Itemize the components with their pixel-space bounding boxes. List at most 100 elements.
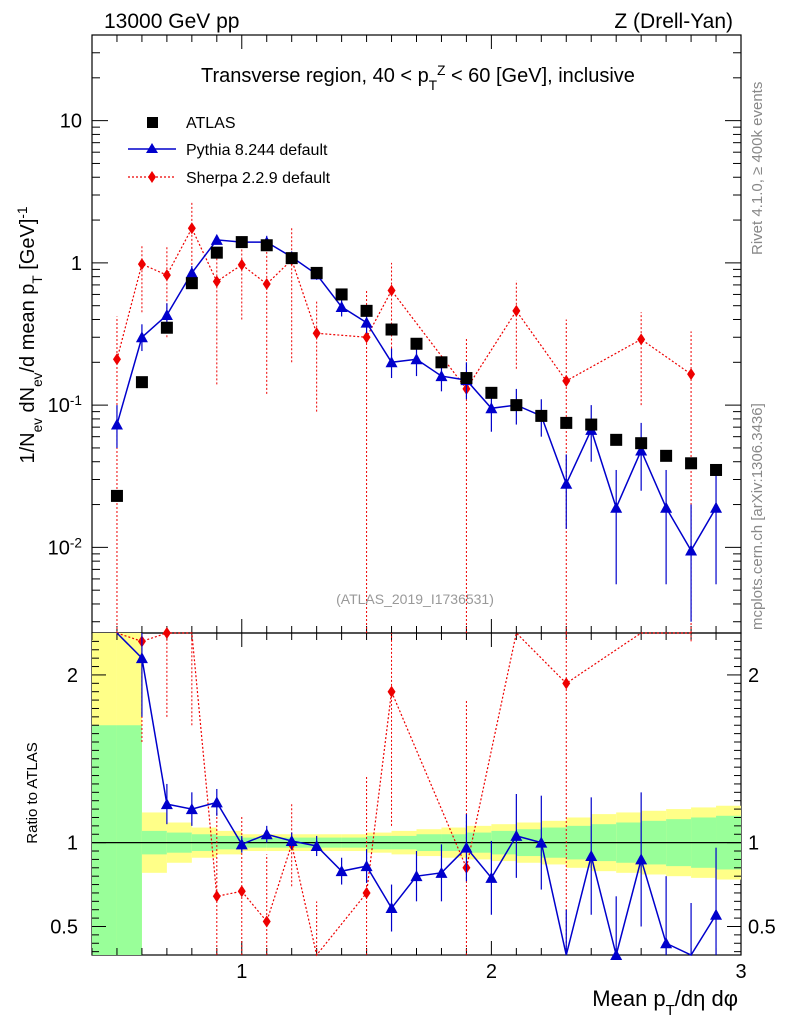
sherpa-point: [387, 284, 396, 297]
sherpa-line: [116, 226, 692, 390]
pythia-point: [610, 501, 623, 513]
pythia-ratio-point: [160, 798, 173, 810]
pythia-point: [185, 266, 198, 278]
atlas-point: [485, 386, 498, 399]
atlas-point: [360, 304, 373, 317]
rivet-version-label: Rivet 4.1.0, ≥ 400k events: [749, 82, 766, 255]
ratio-tick-label-right: 0.5: [748, 916, 776, 938]
pythia-point: [710, 501, 723, 513]
header-left: 13000 GeV pp: [104, 10, 239, 33]
pythia-ratio-point: [410, 870, 423, 882]
pythia-point: [485, 402, 498, 414]
axes: 1 2 3 10-2 10-1 1 10 0.5 0.5 1 1 2 2: [48, 34, 776, 983]
sherpa-ratio-point: [262, 915, 271, 928]
legend: ATLAS Pythia 8.244 default Sherpa 2.2.9 …: [128, 115, 331, 187]
pythia-ratio-point: [335, 865, 348, 877]
sherpa-ratio-point: [237, 885, 246, 898]
legend-atlas-marker: [147, 117, 158, 128]
pythia-point: [335, 300, 348, 312]
sherpa-point: [562, 374, 571, 387]
sherpa-ratio-line: [116, 631, 692, 957]
pythia-ratio-point: [510, 829, 523, 841]
pythia-ratio-point: [485, 871, 498, 883]
sherpa-point: [162, 269, 171, 282]
atlas-point: [110, 489, 123, 502]
pythia-ratio-point: [210, 796, 223, 808]
ratio-tick-label-right: 2: [748, 665, 759, 687]
ratio-tick-label: 0.5: [50, 916, 78, 938]
legend-pythia-marker: [146, 143, 158, 153]
plot-title: Transverse region, 40 < pTZ < 60 [GeV], …: [201, 63, 635, 93]
pythia-point: [160, 309, 173, 321]
atlas-point: [710, 463, 723, 476]
mcplots-label: mcplots.cern.ch [arXiv:1306.3436]: [749, 403, 766, 630]
analysis-label: (ATLAS_2019_I1736531): [336, 591, 494, 607]
pythia-point: [660, 501, 673, 513]
pythia-ratio-point: [360, 860, 373, 872]
pythia-point: [385, 356, 398, 368]
y-axis-label: 1/Nev dNev/d mean pT [GeV]-1: [15, 206, 45, 463]
atlas-point: [385, 323, 398, 336]
atlas-point: [210, 246, 223, 259]
sherpa-point: [512, 304, 521, 317]
pythia-ratio-point: [460, 841, 473, 853]
pythia-ratio-point: [535, 836, 548, 848]
atlas-point: [135, 376, 148, 389]
pythia-point: [110, 418, 123, 430]
pythia-point: [135, 331, 148, 343]
pythia-point: [210, 233, 223, 245]
ratio-band-stat: [116, 725, 142, 955]
sherpa-ratio-point: [162, 627, 171, 639]
sherpa-point: [312, 327, 321, 340]
pythia-ratio-point: [235, 838, 248, 850]
pythia-ratio-point: [385, 902, 398, 914]
atlas-point: [260, 239, 273, 252]
y-tick-label: 10-1: [48, 393, 82, 418]
pythia-point: [685, 544, 698, 556]
atlas-point: [585, 418, 598, 431]
y-tick-label: 10: [60, 111, 82, 133]
sherpa-ratio-point: [562, 677, 571, 690]
sherpa-point: [237, 258, 246, 271]
atlas-point: [660, 449, 673, 462]
sherpa-ratio-point: [362, 886, 371, 899]
ratio-y-axis-label: Ratio to ATLAS: [24, 742, 41, 843]
sherpa-point: [187, 222, 196, 235]
ratio-tick-label-right: 1: [748, 833, 759, 855]
sherpa-point: [137, 258, 146, 271]
atlas-point: [510, 399, 523, 412]
x-tick-label: 1: [236, 961, 247, 983]
pythia-ratio-point: [310, 839, 323, 851]
legend-atlas-label: ATLAS: [186, 115, 236, 132]
pythia-ratio-point: [710, 908, 723, 920]
pythia-point: [560, 477, 573, 489]
atlas-point: [635, 437, 648, 450]
pythia-point: [435, 370, 448, 382]
atlas-point: [310, 266, 323, 279]
atlas-point: [685, 457, 698, 470]
pythia-point: [410, 353, 423, 365]
sherpa-point: [687, 368, 696, 381]
pythia-line: [116, 239, 717, 553]
atlas-point: [185, 277, 198, 290]
y-tick-label: 1: [71, 253, 82, 275]
sherpa-ratio-point: [387, 685, 396, 698]
atlas-point: [410, 337, 423, 350]
ratio-plot-frame: [91, 632, 742, 956]
ratio-tick-label: 1: [67, 833, 78, 855]
sherpa-point: [362, 331, 371, 344]
ratio-plot-data: [116, 627, 723, 960]
legend-sherpa-label: Sherpa 2.2.9 default: [186, 170, 331, 187]
pythia-ratio-point: [660, 937, 673, 949]
atlas-point: [160, 321, 173, 334]
sherpa-ratio-point: [212, 890, 221, 903]
legend-sherpa-marker: [148, 171, 156, 183]
atlas-point: [435, 356, 448, 369]
atlas-point: [460, 372, 473, 385]
pythia-ratio-point: [185, 803, 198, 815]
x-tick-label: 2: [486, 961, 497, 983]
header-right: Z (Drell-Yan): [614, 10, 733, 33]
sherpa-point: [112, 353, 121, 366]
sherpa-point: [212, 275, 221, 288]
